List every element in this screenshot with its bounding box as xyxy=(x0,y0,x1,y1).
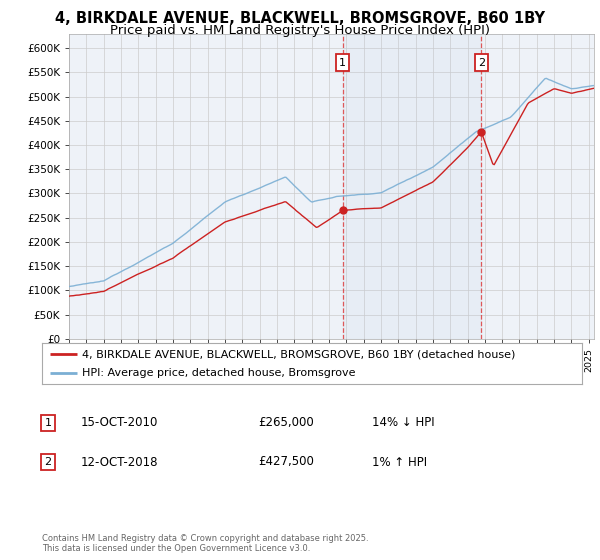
Text: 2: 2 xyxy=(44,457,52,467)
Text: Contains HM Land Registry data © Crown copyright and database right 2025.
This d: Contains HM Land Registry data © Crown c… xyxy=(42,534,368,553)
Text: £265,000: £265,000 xyxy=(258,416,314,430)
Text: 12-OCT-2018: 12-OCT-2018 xyxy=(81,455,158,469)
Text: 14% ↓ HPI: 14% ↓ HPI xyxy=(372,416,434,430)
Text: 1: 1 xyxy=(339,58,346,68)
Text: HPI: Average price, detached house, Bromsgrove: HPI: Average price, detached house, Brom… xyxy=(83,368,356,377)
Text: 4, BIRKDALE AVENUE, BLACKWELL, BROMSGROVE, B60 1BY (detached house): 4, BIRKDALE AVENUE, BLACKWELL, BROMSGROV… xyxy=(83,349,516,359)
Text: 4, BIRKDALE AVENUE, BLACKWELL, BROMSGROVE, B60 1BY: 4, BIRKDALE AVENUE, BLACKWELL, BROMSGROV… xyxy=(55,11,545,26)
Text: 2: 2 xyxy=(478,58,485,68)
Text: £427,500: £427,500 xyxy=(258,455,314,469)
Bar xyxy=(343,34,481,339)
Text: 15-OCT-2010: 15-OCT-2010 xyxy=(81,416,158,430)
Text: 1: 1 xyxy=(44,418,52,428)
Text: Price paid vs. HM Land Registry's House Price Index (HPI): Price paid vs. HM Land Registry's House … xyxy=(110,24,490,36)
Text: 1% ↑ HPI: 1% ↑ HPI xyxy=(372,455,427,469)
